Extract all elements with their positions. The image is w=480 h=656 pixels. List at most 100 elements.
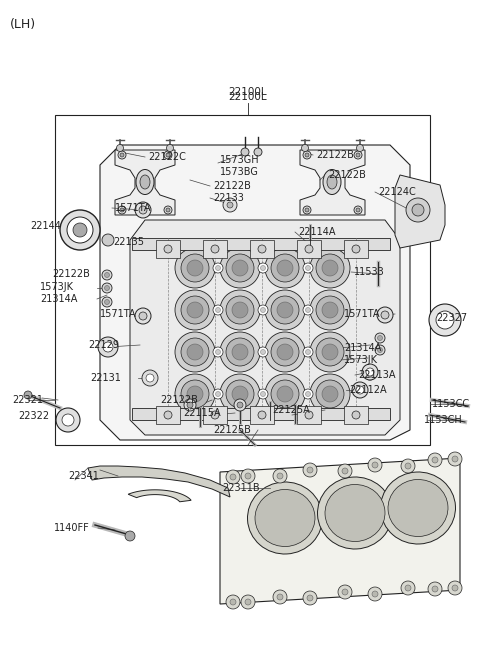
Circle shape — [310, 248, 350, 288]
Circle shape — [356, 386, 364, 394]
Circle shape — [175, 332, 215, 372]
Text: 22144: 22144 — [30, 221, 61, 231]
Circle shape — [146, 374, 154, 382]
Circle shape — [277, 473, 283, 479]
Circle shape — [271, 338, 299, 366]
Circle shape — [303, 463, 317, 477]
Circle shape — [303, 389, 313, 399]
Circle shape — [164, 411, 172, 419]
Circle shape — [303, 263, 313, 273]
Circle shape — [316, 380, 344, 408]
Circle shape — [277, 386, 293, 402]
Circle shape — [226, 254, 254, 282]
Circle shape — [258, 305, 268, 315]
Circle shape — [265, 374, 305, 414]
Circle shape — [226, 338, 254, 366]
Circle shape — [265, 332, 305, 372]
Circle shape — [338, 585, 352, 599]
Circle shape — [271, 380, 299, 408]
Polygon shape — [130, 220, 400, 435]
Circle shape — [187, 344, 203, 360]
Circle shape — [220, 290, 260, 330]
Text: 22112A: 22112A — [349, 385, 386, 395]
Bar — [132, 408, 390, 420]
Circle shape — [213, 347, 223, 357]
Circle shape — [234, 399, 246, 411]
Ellipse shape — [317, 477, 393, 549]
Circle shape — [102, 283, 112, 293]
Circle shape — [322, 344, 338, 360]
Circle shape — [316, 338, 344, 366]
Text: 1573JK: 1573JK — [40, 282, 74, 292]
Circle shape — [175, 374, 215, 414]
Circle shape — [362, 364, 378, 380]
Circle shape — [307, 595, 313, 601]
Circle shape — [342, 589, 348, 595]
Circle shape — [230, 474, 236, 480]
Ellipse shape — [325, 485, 385, 541]
Circle shape — [356, 388, 360, 392]
Circle shape — [405, 585, 411, 591]
Circle shape — [187, 386, 203, 402]
Text: 22129: 22129 — [88, 340, 119, 350]
Circle shape — [213, 263, 223, 273]
Circle shape — [353, 385, 363, 395]
Circle shape — [73, 223, 87, 237]
Circle shape — [175, 290, 215, 330]
Text: 22113A: 22113A — [358, 370, 396, 380]
Circle shape — [135, 308, 151, 324]
Circle shape — [166, 208, 170, 212]
Circle shape — [366, 368, 374, 376]
Circle shape — [103, 342, 113, 352]
Circle shape — [303, 305, 313, 315]
Circle shape — [448, 452, 462, 466]
Ellipse shape — [255, 489, 315, 546]
Circle shape — [216, 266, 220, 270]
Circle shape — [56, 408, 80, 432]
Text: 22122B: 22122B — [316, 150, 354, 160]
Circle shape — [226, 380, 254, 408]
Circle shape — [303, 591, 317, 605]
Circle shape — [245, 473, 251, 479]
Ellipse shape — [136, 169, 154, 194]
Circle shape — [428, 453, 442, 467]
Circle shape — [105, 285, 109, 291]
Circle shape — [307, 467, 313, 473]
Circle shape — [265, 290, 305, 330]
Text: 21314A: 21314A — [40, 294, 77, 304]
Circle shape — [164, 206, 172, 214]
Text: 22100L: 22100L — [228, 92, 267, 102]
Circle shape — [142, 370, 158, 386]
Text: 11533: 11533 — [354, 267, 385, 277]
Circle shape — [139, 206, 147, 214]
Circle shape — [277, 344, 293, 360]
Circle shape — [102, 234, 114, 246]
Circle shape — [381, 311, 389, 319]
Circle shape — [352, 411, 360, 419]
Text: 22122B: 22122B — [328, 170, 366, 180]
Circle shape — [305, 411, 313, 419]
Circle shape — [357, 144, 363, 152]
Text: 22131: 22131 — [90, 373, 121, 383]
Circle shape — [303, 347, 313, 357]
Circle shape — [365, 370, 375, 380]
Text: 1153CH: 1153CH — [424, 415, 463, 425]
Circle shape — [213, 305, 223, 315]
Circle shape — [118, 151, 126, 159]
Text: 22124C: 22124C — [378, 187, 416, 197]
Circle shape — [230, 599, 236, 605]
Circle shape — [220, 332, 260, 372]
Bar — [55, 115, 430, 445]
Circle shape — [181, 338, 209, 366]
Circle shape — [175, 248, 215, 288]
Circle shape — [181, 254, 209, 282]
Polygon shape — [220, 458, 460, 604]
Circle shape — [213, 389, 223, 399]
Circle shape — [139, 312, 147, 320]
Circle shape — [412, 204, 424, 216]
Bar — [297, 240, 321, 258]
Circle shape — [406, 198, 430, 222]
Text: 22122B: 22122B — [213, 181, 251, 191]
Circle shape — [216, 308, 220, 312]
Circle shape — [273, 590, 287, 604]
